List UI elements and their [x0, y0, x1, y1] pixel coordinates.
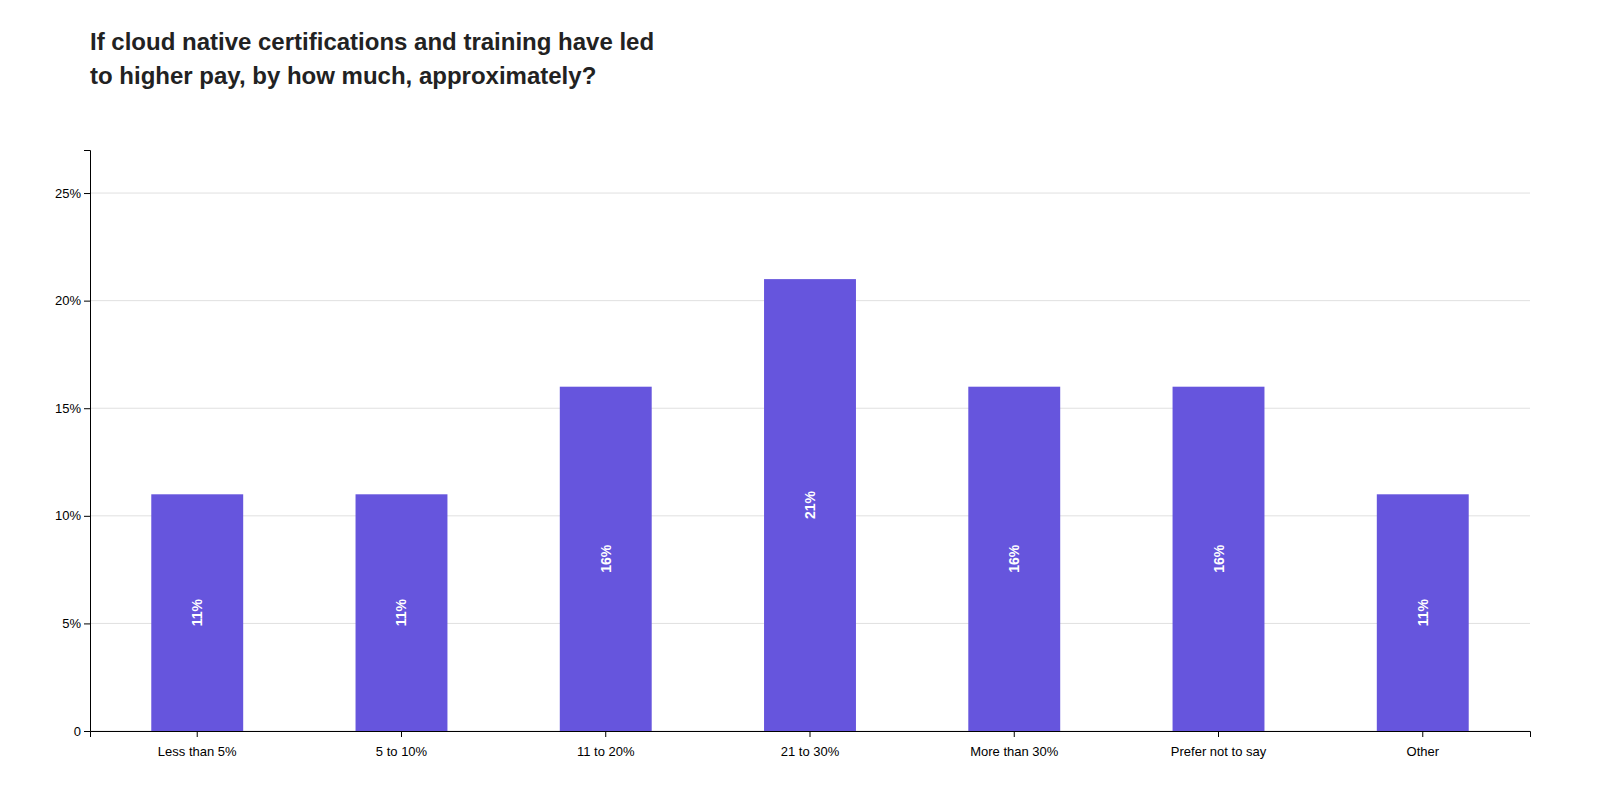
- x-tick-label: Other: [1407, 744, 1440, 759]
- bar: [764, 279, 856, 731]
- bars: [151, 279, 1468, 731]
- title-line: If cloud native certifications and train…: [90, 28, 654, 55]
- y-tick-mark: [84, 301, 90, 302]
- chart-container: If cloud native certifications and train…: [0, 0, 1600, 811]
- y-tick: 0: [74, 724, 90, 739]
- data-label: 11%: [1415, 598, 1431, 626]
- x-tick-label: Less than 5%: [158, 744, 237, 759]
- y-tick-label: 25%: [55, 186, 81, 201]
- y-tick-mark: [84, 623, 90, 624]
- bar: [356, 494, 448, 731]
- bar: [151, 494, 243, 731]
- x-axis-line: [91, 732, 1531, 738]
- title-line: to higher pay, by how much, approximatel…: [90, 62, 596, 89]
- data-label: 16%: [1006, 544, 1022, 573]
- x-tick-label: 11 to 20%: [577, 744, 635, 759]
- x-tick-label: More than 30%: [970, 744, 1059, 759]
- bar: [1173, 387, 1265, 731]
- x-tick-label: 5 to 10%: [376, 744, 428, 759]
- data-label: 16%: [598, 544, 614, 573]
- y-tick-mark: [84, 731, 90, 732]
- y-tick: 10%: [55, 508, 90, 523]
- x-tick-mark: [197, 731, 198, 737]
- data-label: 16%: [1211, 544, 1227, 573]
- x-tick-label: 21 to 30%: [781, 744, 840, 759]
- bar: [1377, 494, 1469, 731]
- data-labels: 11% 11% 16% 21% 16% 16% 11%: [189, 490, 1431, 626]
- x-tick: Other: [1407, 731, 1440, 759]
- y-tick-mark: [84, 516, 90, 517]
- y-tick-label: 10%: [55, 508, 81, 523]
- x-tick: 21 to 30%: [781, 731, 840, 759]
- x-tick: 11 to 20%: [577, 731, 635, 759]
- x-tick-mark: [401, 731, 402, 737]
- chart-svg: If cloud native certifications and train…: [0, 0, 1600, 811]
- y-tick: 25%: [55, 186, 90, 201]
- x-tick-mark: [1218, 731, 1219, 737]
- x-tick-mark: [605, 731, 606, 737]
- grid-line: [90, 193, 1530, 194]
- bar: [560, 387, 652, 731]
- y-tick: 20%: [55, 293, 90, 308]
- grid: [90, 193, 1530, 731]
- data-label: 21%: [802, 490, 818, 519]
- title: If cloud native certifications and train…: [90, 28, 654, 89]
- data-label: 11%: [393, 598, 409, 626]
- y-axis-line: [84, 151, 91, 732]
- y-axis: 0 5% 10% 15% 20% 25%: [55, 151, 91, 739]
- y-tick-label: 0: [74, 724, 81, 739]
- data-label: 11%: [189, 598, 205, 626]
- y-tick-label: 15%: [55, 401, 81, 416]
- x-tick: Prefer not to say: [1171, 731, 1267, 759]
- x-tick-mark: [810, 731, 811, 737]
- x-axis: Less than 5% 5 to 10% 11 to 20% 21 to 30% Mo…: [91, 731, 1531, 759]
- y-tick: 5%: [62, 616, 90, 631]
- x-tick: Less than 5%: [158, 731, 237, 759]
- x-tick: 5 to 10%: [376, 731, 428, 759]
- y-tick: 15%: [55, 401, 90, 416]
- x-tick-label: Prefer not to say: [1171, 744, 1267, 759]
- x-tick: More than 30%: [970, 731, 1059, 759]
- y-tick-label: 20%: [55, 293, 81, 308]
- y-tick-label: 5%: [62, 616, 81, 631]
- bar: [968, 387, 1060, 731]
- plot: 11% 11% 16% 21% 16% 16% 11% 0 5% 10% 15% 20% 25% Less…: [55, 151, 1531, 759]
- y-tick-mark: [84, 193, 90, 194]
- y-tick-mark: [84, 408, 90, 409]
- x-tick-mark: [1014, 731, 1015, 737]
- x-tick-mark: [1422, 731, 1423, 737]
